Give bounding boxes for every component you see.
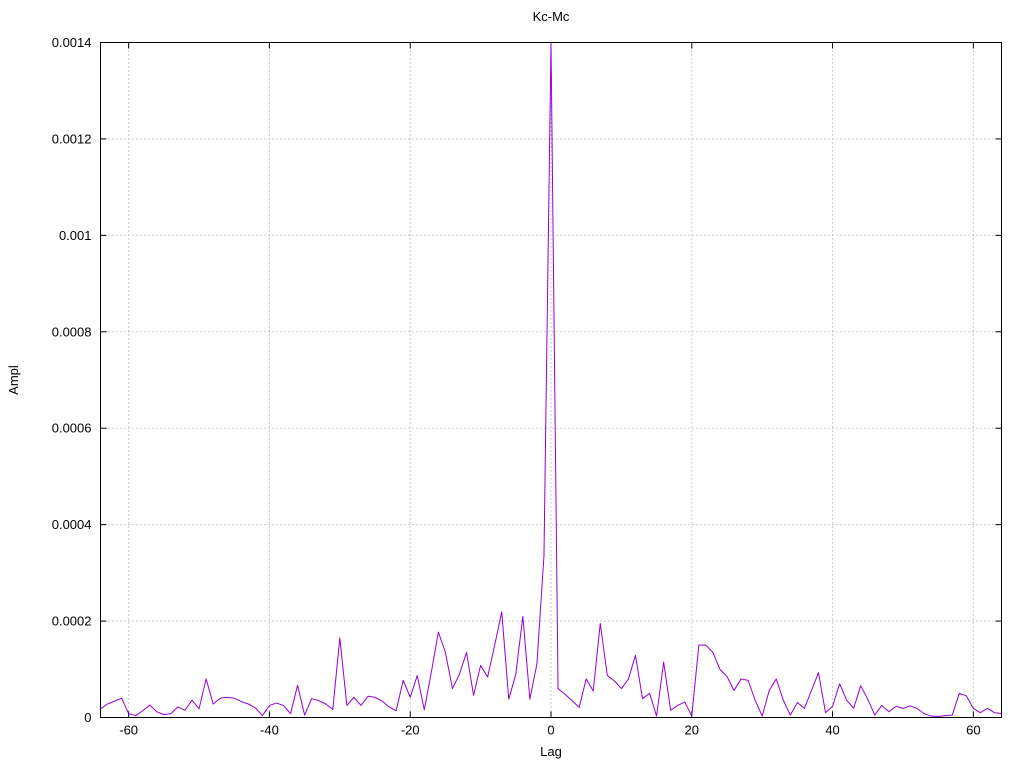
data-series-line bbox=[100, 42, 1002, 718]
plot-border bbox=[100, 42, 1002, 718]
y-tick-label: 0.0012 bbox=[52, 131, 92, 146]
x-axis-label: Lag bbox=[540, 744, 562, 759]
y-tick-label: 0.0004 bbox=[52, 517, 92, 532]
chart-title: Kc-Mc bbox=[532, 9, 570, 24]
x-tick-label: -60 bbox=[119, 723, 138, 738]
y-tick-label: 0.0006 bbox=[52, 421, 92, 436]
y-axis-label: Ampl bbox=[6, 365, 21, 395]
y-tick-label: 0.001 bbox=[59, 228, 92, 243]
y-tick-label: 0.0014 bbox=[52, 35, 92, 50]
y-tick-label: 0.0008 bbox=[52, 324, 92, 339]
x-tick-label: 0 bbox=[547, 723, 554, 738]
x-tick-label: -20 bbox=[401, 723, 420, 738]
x-tick-label: 60 bbox=[966, 723, 980, 738]
x-tick-label: 40 bbox=[825, 723, 839, 738]
y-tick-label: 0.0002 bbox=[52, 614, 92, 629]
x-tick-label: 20 bbox=[685, 723, 699, 738]
x-tick-label: -40 bbox=[260, 723, 279, 738]
y-tick-label: 0 bbox=[84, 710, 91, 725]
